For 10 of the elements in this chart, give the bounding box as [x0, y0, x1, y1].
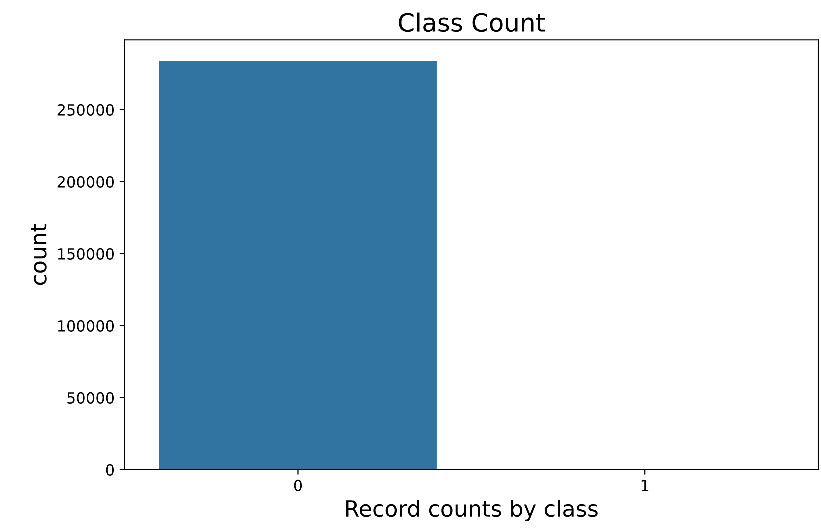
x-axis-title: Record counts by class	[346, 500, 598, 522]
chart-title: Class Count	[399, 12, 546, 32]
y-tick-label: 50000	[68, 392, 114, 404]
y-axis-title: count	[30, 224, 47, 286]
y-tick-label: 150000	[58, 248, 114, 260]
y-tick-label: 200000	[58, 176, 114, 188]
y-tick-label: 250000	[58, 104, 114, 116]
y-tick-label: 100000	[58, 320, 114, 332]
x-tick-label: 1	[642, 480, 649, 492]
y-tick-label: 0	[106, 464, 114, 476]
